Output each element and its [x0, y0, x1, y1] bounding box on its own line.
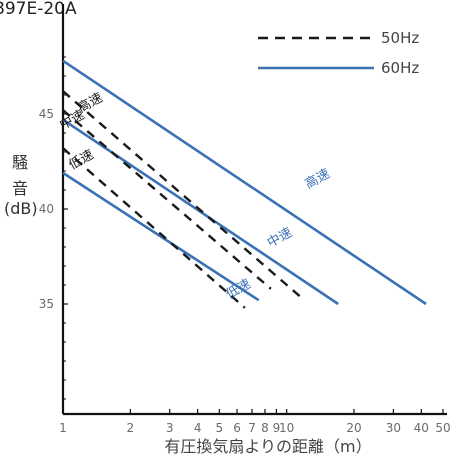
x-tick-label: 30	[386, 421, 401, 435]
x-tick-label: 1	[59, 421, 67, 435]
x-tick-label: 6	[233, 421, 241, 435]
x-tick-label: 8	[261, 421, 269, 435]
x-tick-label: 10	[279, 421, 294, 435]
x-tick-label: 40	[414, 421, 429, 435]
series-annotation-label: 低速	[66, 147, 96, 173]
y-axis-title-char: 音	[12, 179, 28, 198]
y-tick-label: 40	[39, 202, 54, 216]
x-tick-label: 20	[346, 421, 361, 435]
x-tick-label: 2	[127, 421, 135, 435]
x-tick-label: 7	[248, 421, 256, 435]
y-axis-unit: (dB)	[4, 199, 38, 218]
legend-label: 50Hz	[381, 29, 419, 47]
series-line-60hz-0	[62, 59, 427, 306]
y-tick-label: 45	[39, 107, 54, 121]
series-line-50hz-4	[62, 109, 272, 290]
x-tick-label: 9	[273, 421, 281, 435]
series-line-50hz-5	[62, 147, 246, 309]
model-header-text: 897E-20A	[0, 0, 77, 19]
legend-label: 60Hz	[381, 59, 419, 77]
series-line-50hz-3	[62, 90, 306, 302]
series-annotation-label: 中速	[265, 225, 295, 251]
series-line-60hz-2	[62, 171, 260, 302]
x-tick-label: 4	[194, 421, 202, 435]
y-axis-title-char: 騒	[12, 153, 28, 172]
x-tick-label: 3	[166, 421, 174, 435]
x-tick-label: 50	[435, 421, 450, 435]
y-tick-label: 35	[39, 297, 54, 311]
x-tick-label: 5	[216, 421, 224, 435]
x-axis-title: 有圧換気扇よりの距離（m）	[164, 437, 371, 456]
series-annotation-label: 高速	[302, 166, 333, 193]
